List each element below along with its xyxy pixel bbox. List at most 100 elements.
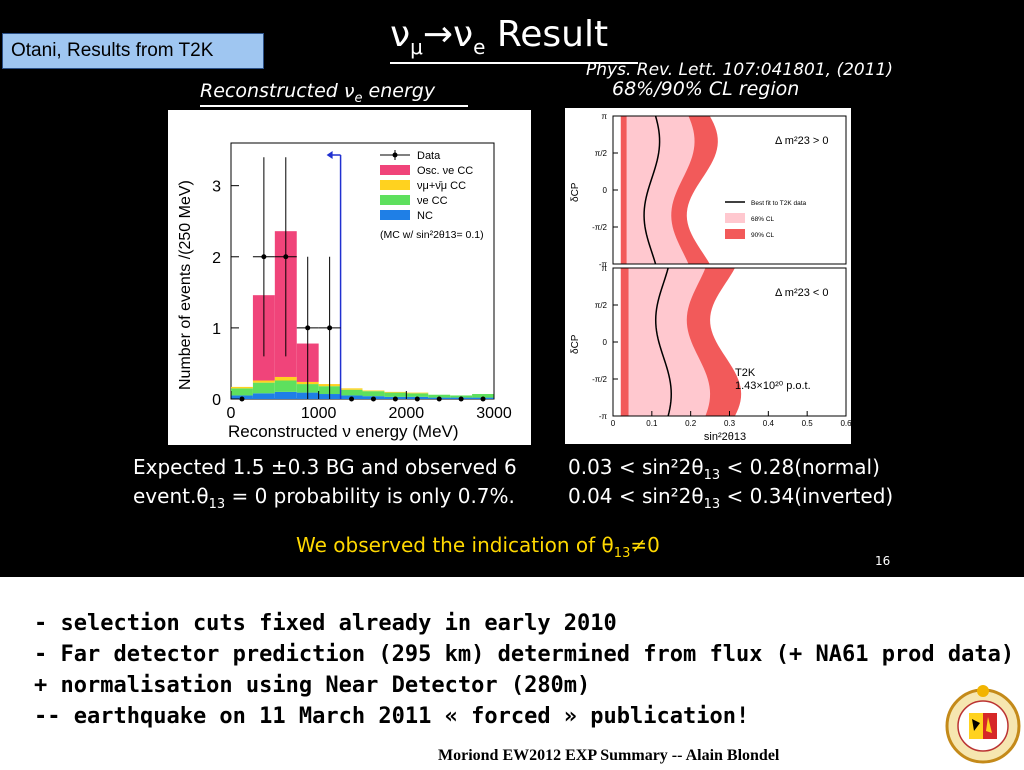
histogram-bar <box>362 391 385 397</box>
histogram-bar <box>406 392 429 394</box>
university-seal-icon <box>942 683 1024 765</box>
data-point <box>414 396 420 402</box>
note-item: -- earthquake on 11 March 2011 « forced … <box>34 704 750 729</box>
histogram-bar <box>406 393 429 397</box>
contour-x-tick-label: 0.5 <box>802 419 814 428</box>
stat-right-1-pre: 0.03 < sin²2θ <box>568 455 704 479</box>
histogram-bar <box>340 388 363 390</box>
stat-right-2-pre: 0.04 < sin²2θ <box>568 484 704 508</box>
y-tick-label: 2 <box>212 250 221 267</box>
notes-list: - selection cuts fixed already in early … <box>34 608 1014 732</box>
data-point <box>436 396 442 402</box>
contour-y-tick-label: -π <box>599 260 608 269</box>
data-point <box>327 325 333 331</box>
title-sub-mu: μ <box>410 35 423 60</box>
stat-left-1: Expected 1.5 ±0.3 BG and observed 6 <box>133 455 517 479</box>
data-point <box>239 396 245 402</box>
stat-right-2: 0.04 < sin²2θ13 < 0.34(inverted) <box>568 484 893 512</box>
hierarchy-label: Δ m²23 > 0 <box>775 135 829 147</box>
title-sub-e: e <box>473 35 486 60</box>
note-item: + normalisation using Near Detector (280… <box>34 673 591 698</box>
data-point <box>283 254 289 260</box>
y-tick-label: 1 <box>212 321 221 338</box>
stat-right-1-sub: 13 <box>703 468 721 483</box>
confidence-band <box>628 268 711 416</box>
x-tick-label: 3000 <box>476 405 512 422</box>
data-point <box>392 396 398 402</box>
y-axis-label: Number of events /(250 MeV) <box>177 180 194 390</box>
conclusion-pre: We observed the indication of θ <box>296 533 614 557</box>
data-point <box>458 396 464 402</box>
title-nu: ν <box>390 14 411 55</box>
data-point <box>305 325 311 331</box>
legend-data-marker <box>392 152 398 158</box>
histogram-bar <box>252 393 275 399</box>
contour-plot-panel: π π/2 0 -π/2 -π δCP Δ m²23 > 0 π π/2 0 -π/2 -π δCP Δ … <box>565 108 852 444</box>
histogram-bar <box>274 380 297 392</box>
note-item: - Far detector prediction (295 km) deter… <box>34 642 1015 667</box>
histogram-bar <box>384 392 407 397</box>
footer-text: Moriond EW2012 EXP Summary -- Alain Blon… <box>438 747 780 764</box>
contour-y-tick-label: π <box>601 112 607 121</box>
best-fit-curve <box>654 267 672 417</box>
y-tick-label: 3 <box>212 179 221 196</box>
stat-left-2-post: = 0 probability is only 0.7%. <box>225 484 515 508</box>
legend-bestfit-label: Best fit to T2K data <box>751 200 807 207</box>
page-number: 16 <box>875 554 891 568</box>
y-tick-label: 0 <box>212 392 221 409</box>
stat-right-1-post: < 0.28(normal) <box>720 455 880 479</box>
contour-x-tick-label: 0.2 <box>685 419 697 428</box>
title-result: Result <box>485 14 609 55</box>
legend-label: νμ+ν̄μ CC <box>417 180 466 192</box>
data-point <box>480 396 486 402</box>
title-arrow: →ν <box>422 14 474 55</box>
contour-y-tick-label: -π/2 <box>592 223 607 232</box>
data-point <box>349 396 355 402</box>
contour-x-tick-label: 0.6 <box>840 419 851 428</box>
data-point <box>370 396 376 402</box>
energy-histogram-panel: 0 1000 2000 3000 0 1 2 3 Number of events /(250… <box>168 110 531 445</box>
legend-cl90-swatch <box>725 229 745 239</box>
subhead-text-post: energy <box>362 80 436 102</box>
contour-y-tick-label: -π/2 <box>592 375 607 384</box>
legend-swatch <box>380 195 410 205</box>
title-underline <box>390 62 638 64</box>
experiment-label: T2K <box>735 367 756 379</box>
x-tick-label: 1000 <box>301 405 337 422</box>
conclusion-post: ≠0 <box>630 533 660 557</box>
stat-left-2-pre: event.θ <box>133 484 209 508</box>
stat-left-2: event.θ13 = 0 probability is only 0.7%. <box>133 484 515 512</box>
author-tag: Otani, Results from T2K <box>2 33 264 69</box>
contour-y-tick-label: 0 <box>603 186 608 195</box>
histogram-subhead: Reconstructed νe energy <box>200 80 468 107</box>
legend-label: Data <box>417 150 441 162</box>
slide-title: νμ→νe Result <box>390 14 638 64</box>
contour-x-tick-label: 0.4 <box>763 419 775 428</box>
stat-right-1: 0.03 < sin²2θ13 < 0.28(normal) <box>568 455 880 483</box>
subhead-sub: e <box>354 90 363 106</box>
x-axis-label: Reconstructed ν energy (MeV) <box>228 422 459 441</box>
legend-label: Osc. νe CC <box>417 165 473 177</box>
legend-swatch <box>380 180 410 190</box>
histogram-bar <box>252 382 275 394</box>
contour-x-tick-label: 0.1 <box>646 419 658 428</box>
legend-note: (MC w/ sin²2θ13= 0.1) <box>380 229 484 241</box>
histogram-bar <box>252 380 275 383</box>
conclusion-sub: 13 <box>613 546 631 561</box>
best-fit-curve <box>643 115 661 265</box>
confidence-band <box>626 116 695 264</box>
conclusion-text: We observed the indication of θ13≠0 <box>296 533 660 561</box>
contour-x-label: sin²2θ13 <box>704 431 746 443</box>
histogram-bar <box>428 394 451 398</box>
histogram-bar <box>274 376 297 381</box>
histogram-bar <box>340 389 363 396</box>
contour-y-label: δCP <box>570 334 581 354</box>
contour-y-tick-label: π/2 <box>595 149 608 158</box>
contour-y-tick-label: 0 <box>603 338 608 347</box>
data-point <box>261 254 267 260</box>
histogram-bar <box>231 386 253 389</box>
legend-cl68-swatch <box>725 213 745 223</box>
contour-x-tick-label: 0.3 <box>724 419 736 428</box>
note-item: - selection cuts fixed already in early … <box>34 611 617 636</box>
x-tick-label: 0 <box>227 405 236 422</box>
